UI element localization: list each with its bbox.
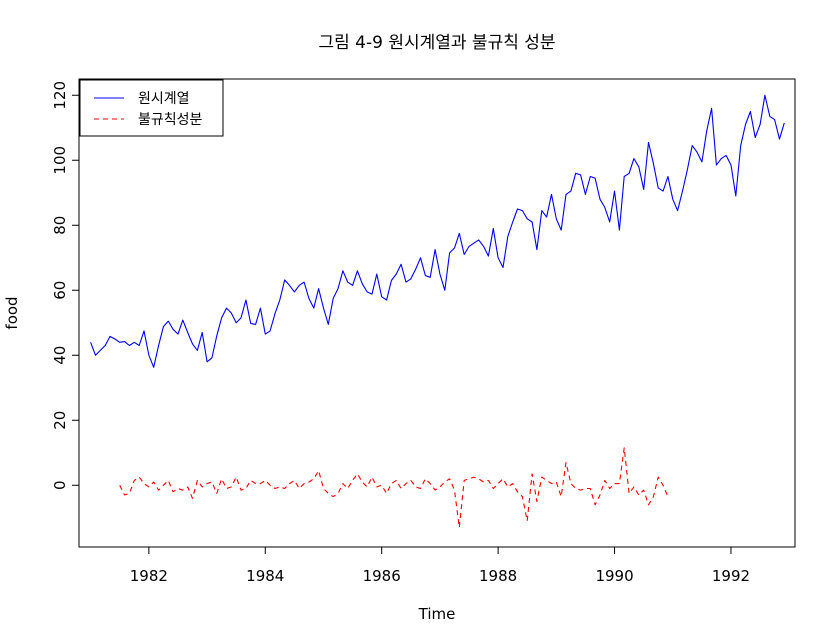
plot-frame — [78, 78, 796, 548]
x-tick-label: 1990 — [595, 567, 633, 585]
series-layer — [90, 94, 785, 529]
legend-box — [79, 79, 224, 137]
series-line-1 — [119, 447, 669, 529]
y-axis-title: food — [3, 296, 21, 329]
x-tick-label: 1982 — [130, 567, 168, 585]
chart-title: 그림 4-9 원시계열과 불규칙 성분 — [318, 33, 555, 53]
x-tick-label: 1988 — [479, 567, 517, 585]
y-tick-label: 100 — [51, 146, 69, 175]
legend-label: 원시계열 — [138, 91, 190, 107]
y-tick-label: 120 — [51, 81, 69, 110]
x-tick-label: 1986 — [363, 567, 401, 585]
y-tick-label: 0 — [51, 480, 69, 490]
x-axis: 1982 1984 1986 1988 1990 1992 — [130, 546, 750, 585]
x-axis-title: Time — [418, 605, 456, 623]
x-tick-label: 1992 — [712, 567, 750, 585]
y-tick-label: 20 — [51, 411, 69, 430]
legend-label: 불규칙성분 — [138, 112, 203, 128]
y-axis: 0 20 40 60 80 100 120 — [51, 81, 80, 490]
series-line-0 — [90, 94, 785, 368]
x-tick-label: 1984 — [246, 567, 284, 585]
y-tick-label: 60 — [51, 281, 69, 300]
y-tick-label: 40 — [51, 346, 69, 365]
y-tick-label: 80 — [51, 216, 69, 235]
